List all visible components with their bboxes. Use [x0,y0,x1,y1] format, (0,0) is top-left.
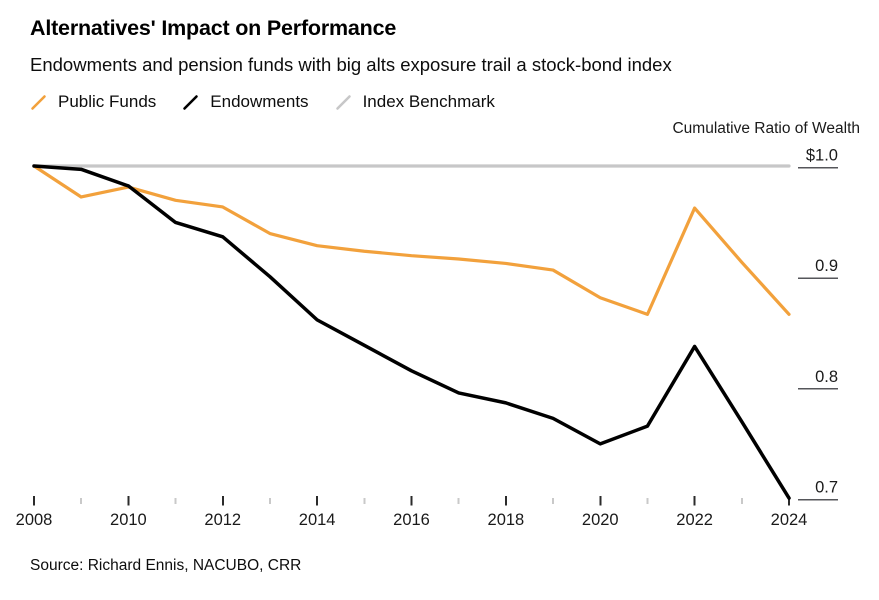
y-tick-label: 0.8 [815,368,838,386]
legend-item-public-funds: Public Funds [30,92,156,112]
x-tick-label: 2022 [676,511,713,529]
legend: Public Funds Endowments Index Benchmark [30,92,495,112]
series-line-endowments [32,164,791,500]
x-tick-label: 2024 [771,511,808,529]
line-swatch-icon [31,94,46,110]
line-swatch-icon [183,94,199,110]
x-tick-label: 2018 [488,511,525,529]
legend-label: Index Benchmark [362,92,495,111]
legend-item-endowments: Endowments [182,92,309,112]
chart-subtitle: Endowments and pension funds with big al… [30,54,672,75]
source-note: Source: Richard Ennis, NACUBO, CRR [30,557,302,574]
legend-item-index-benchmark: Index Benchmark [335,92,495,112]
y-tick-label: $1.0 [806,147,838,165]
y-tick-label: 0.9 [815,257,838,275]
series-line-public-funds [32,164,791,316]
x-tick-label: 2020 [582,511,619,529]
y-axis-title: Cumulative Ratio of Wealth [672,120,860,137]
x-tick-label: 2010 [110,511,147,529]
x-tick-label: 2014 [299,511,336,529]
x-tick-label: 2008 [16,511,53,529]
line-swatch-icon [335,94,351,110]
x-tick-label: 2012 [204,511,241,529]
y-tick-label: 0.7 [815,479,838,497]
legend-label: Endowments [210,92,309,111]
chart-title: Alternatives' Impact on Performance [30,16,397,40]
x-tick-label: 2016 [393,511,430,529]
legend-label: Public Funds [58,92,157,111]
